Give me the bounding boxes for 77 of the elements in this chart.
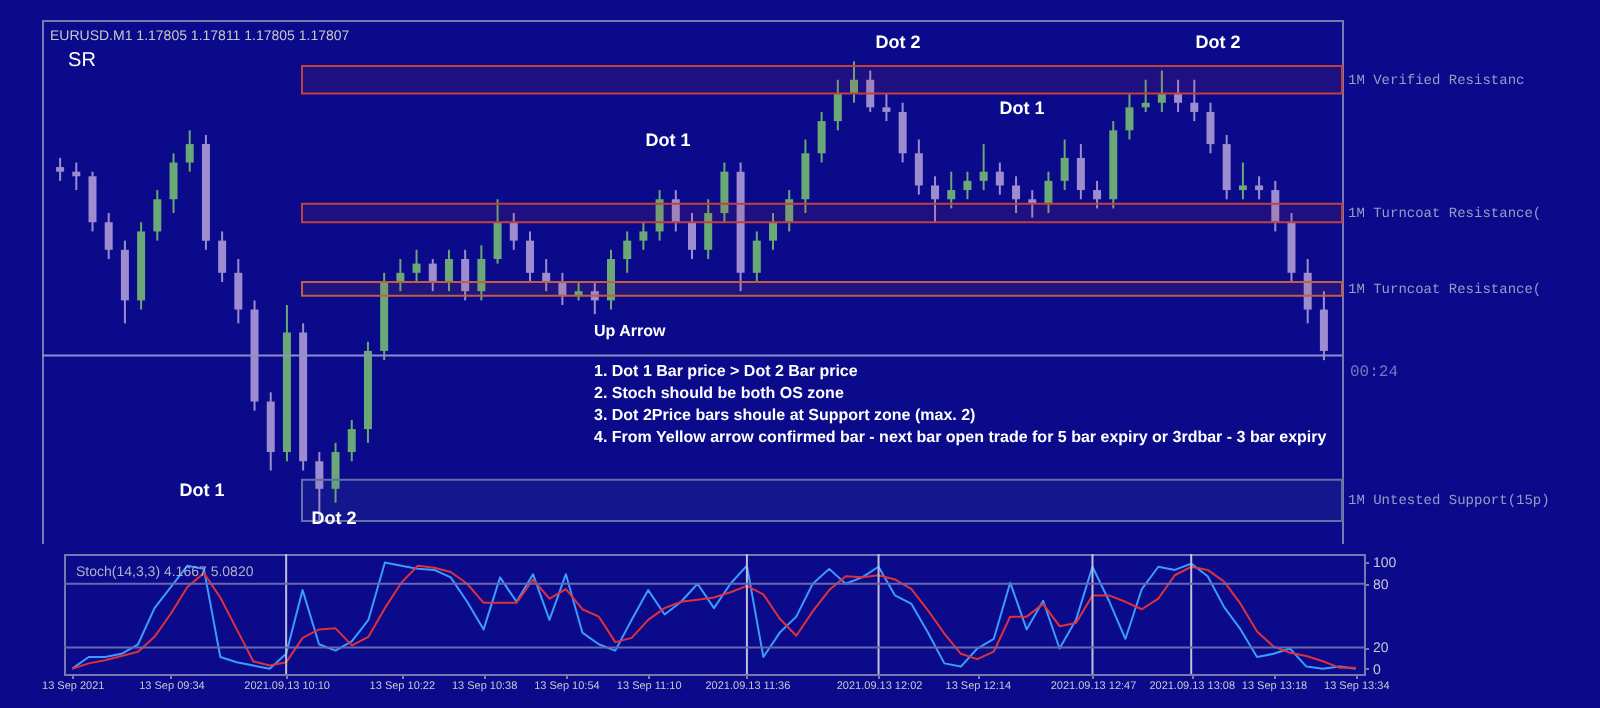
candlestick bbox=[234, 258, 243, 325]
candlestick bbox=[769, 212, 778, 251]
candlestick bbox=[461, 248, 470, 302]
annotation: 1. Dot 1 Bar price > Dot 2 Bar price bbox=[594, 362, 859, 380]
annotation: Dot 2 bbox=[311, 508, 357, 528]
candlestick bbox=[1076, 143, 1085, 201]
candlestick bbox=[785, 189, 794, 233]
candlestick bbox=[509, 212, 518, 251]
candlestick bbox=[866, 69, 875, 113]
candlestick bbox=[493, 198, 502, 265]
text: Dot 2 bbox=[875, 32, 921, 52]
candlestick bbox=[882, 92, 891, 123]
candlestick bbox=[801, 138, 810, 215]
annotation: 3. Dot 2Price bars shoule at Support zone (max. 2) bbox=[594, 406, 977, 424]
candlestick bbox=[1174, 78, 1183, 113]
annotation: Dot 1 bbox=[645, 130, 691, 150]
candlestick bbox=[444, 248, 453, 293]
candlestick bbox=[1093, 179, 1102, 210]
candlestick bbox=[1044, 170, 1053, 215]
annotation: Up Arrow bbox=[594, 322, 667, 340]
candlestick bbox=[623, 230, 632, 274]
candlestick bbox=[153, 189, 162, 242]
candlestick bbox=[1028, 189, 1037, 219]
candlestick bbox=[428, 258, 437, 293]
candlestick bbox=[347, 418, 356, 463]
candlestick bbox=[914, 138, 923, 196]
annotation: Dot 1 bbox=[179, 480, 225, 500]
annotation: 2. Stoch should be both OS zone bbox=[594, 384, 845, 402]
candlestick bbox=[947, 170, 956, 210]
annotation: SR bbox=[68, 50, 96, 72]
candlestick bbox=[963, 170, 972, 201]
text: Dot 2 bbox=[1195, 32, 1241, 52]
candlestick bbox=[104, 212, 113, 261]
candlestick bbox=[218, 230, 227, 283]
candlestick bbox=[396, 258, 405, 293]
candlestick bbox=[817, 110, 826, 164]
candlestick bbox=[1125, 92, 1134, 141]
candlestick bbox=[1157, 69, 1166, 113]
candlestick bbox=[720, 161, 729, 224]
candlestick bbox=[574, 281, 583, 302]
candlestick bbox=[671, 189, 680, 233]
candlestick bbox=[88, 170, 97, 233]
candlestick bbox=[606, 248, 615, 311]
candlestick bbox=[1319, 290, 1328, 362]
candlestick bbox=[833, 78, 842, 132]
annotation: Dot 1 bbox=[999, 98, 1045, 118]
candlestick bbox=[1206, 101, 1215, 155]
candlestick bbox=[169, 152, 178, 215]
candlestick bbox=[1060, 138, 1069, 192]
candlestick bbox=[331, 441, 340, 504]
candlestick bbox=[590, 281, 599, 316]
annotation: 4. From Yellow arrow confirmed bar - next bar open trade for 5 bar expiry or 3rdbar - 3 bar expiry bbox=[594, 428, 1328, 446]
candlestick bbox=[639, 221, 648, 251]
candlestick bbox=[1238, 161, 1247, 201]
candlestick bbox=[688, 212, 696, 261]
candlestick bbox=[931, 175, 940, 224]
text: 00:24 bbox=[1350, 364, 1399, 382]
candlestick bbox=[412, 248, 421, 283]
candlestick bbox=[979, 143, 988, 192]
candlestick bbox=[558, 271, 567, 306]
candlestick bbox=[704, 198, 713, 261]
candlestick bbox=[995, 161, 1004, 196]
candlestick bbox=[1222, 133, 1231, 201]
candlestick bbox=[898, 101, 907, 164]
candlestick bbox=[477, 244, 486, 302]
candlestick bbox=[1271, 179, 1280, 233]
candlestick bbox=[655, 189, 664, 242]
candlestick bbox=[185, 129, 194, 173]
candlestick bbox=[1012, 175, 1021, 215]
candlestick bbox=[850, 60, 859, 104]
candlestick bbox=[525, 230, 534, 283]
candlestick bbox=[1303, 258, 1312, 325]
candlestick bbox=[56, 156, 65, 182]
candlestick bbox=[752, 230, 761, 283]
candlestick bbox=[542, 258, 551, 293]
candlestick bbox=[1255, 175, 1264, 201]
candlestick bbox=[1190, 78, 1199, 123]
